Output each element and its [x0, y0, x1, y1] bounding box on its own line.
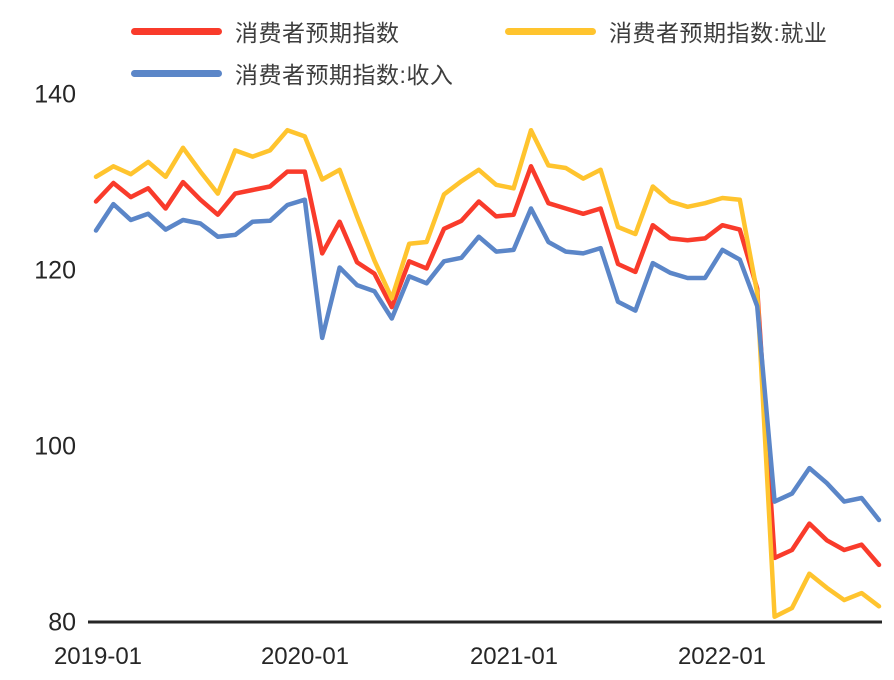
legend-label-income: 消费者预期指数:收入	[235, 62, 454, 88]
legend-label-employment: 消费者预期指数:就业	[609, 20, 828, 46]
legend-item-expectation: 消费者预期指数	[131, 19, 400, 46]
series-line-1	[93, 127, 882, 620]
series-lines	[93, 127, 882, 620]
legend-swatch-yellow	[505, 27, 596, 35]
x-tick-2020-01: 2020-01	[260, 643, 350, 670]
x-tick-2022-01: 2022-01	[677, 643, 767, 670]
y-tick-140: 140	[34, 80, 76, 109]
legend-label-expectation: 消费者预期指数	[235, 20, 400, 46]
legend-swatch-blue	[131, 69, 222, 77]
x-tick-2019-01: 2019-01	[53, 643, 143, 670]
series-line-2	[93, 197, 882, 523]
series-line-0	[93, 164, 882, 568]
legend-swatch-red	[131, 27, 222, 35]
y-tick-80: 80	[48, 608, 76, 637]
y-tick-120: 120	[34, 256, 76, 285]
x-tick-2021-01: 2021-01	[469, 643, 559, 670]
legend-item-employment: 消费者预期指数:就业	[505, 19, 827, 46]
y-tick-100: 100	[34, 432, 76, 461]
legend-item-income: 消费者预期指数:收入	[131, 61, 453, 88]
